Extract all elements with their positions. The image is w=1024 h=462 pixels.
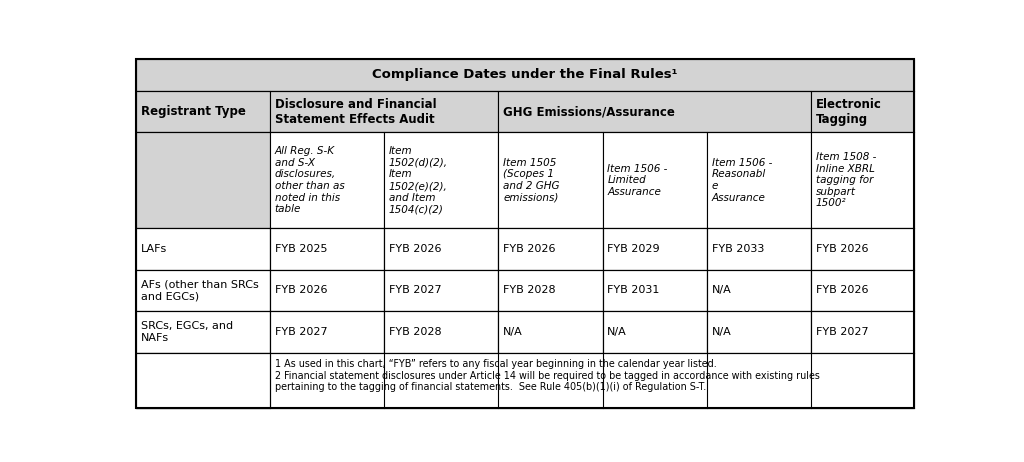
Bar — [499, 91, 811, 132]
Bar — [136, 353, 270, 407]
Bar — [499, 270, 602, 311]
Bar — [707, 132, 811, 228]
Text: FYB 2028: FYB 2028 — [503, 286, 556, 295]
Bar — [811, 270, 913, 311]
Bar — [270, 311, 384, 353]
Bar — [136, 270, 270, 311]
Text: FYB 2028: FYB 2028 — [389, 327, 441, 337]
Bar — [499, 132, 602, 228]
Bar — [270, 91, 499, 132]
Bar — [811, 91, 913, 132]
Bar — [602, 270, 707, 311]
Text: FYB 2026: FYB 2026 — [274, 286, 328, 295]
Bar — [384, 311, 499, 353]
Text: Registrant Type: Registrant Type — [140, 105, 246, 118]
Bar — [602, 311, 707, 353]
Text: FYB 2031: FYB 2031 — [607, 286, 659, 295]
Text: All Reg. S-K
and S-X
disclosures,
other than as
noted in this
table: All Reg. S-K and S-X disclosures, other … — [274, 146, 344, 214]
Text: GHG Emissions/Assurance: GHG Emissions/Assurance — [503, 105, 675, 118]
Bar — [136, 59, 913, 91]
Bar — [136, 91, 270, 132]
Text: Electronic
Tagging: Electronic Tagging — [816, 97, 882, 126]
Bar — [384, 132, 499, 228]
Text: Item 1505
(Scopes 1
and 2 GHG
emissions): Item 1505 (Scopes 1 and 2 GHG emissions) — [503, 158, 559, 203]
Text: N/A: N/A — [607, 327, 627, 337]
Bar — [707, 270, 811, 311]
Text: Item 1508 -
Inline XBRL
tagging for
subpart
1500²: Item 1508 - Inline XBRL tagging for subp… — [816, 152, 877, 208]
Text: Compliance Dates under the Final Rules¹: Compliance Dates under the Final Rules¹ — [372, 68, 678, 81]
Bar — [270, 228, 384, 270]
Bar — [499, 311, 602, 353]
Text: LAFs: LAFs — [140, 244, 167, 254]
Bar — [602, 228, 707, 270]
Text: FYB 2026: FYB 2026 — [816, 244, 868, 254]
Text: FYB 2026: FYB 2026 — [389, 244, 441, 254]
Bar — [136, 132, 270, 228]
Text: FYB 2029: FYB 2029 — [607, 244, 659, 254]
Bar — [602, 132, 707, 228]
Bar — [811, 132, 913, 228]
Bar — [384, 228, 499, 270]
Text: FYB 2025: FYB 2025 — [274, 244, 328, 254]
Text: FYB 2033: FYB 2033 — [712, 244, 764, 254]
Bar — [136, 311, 270, 353]
Text: SRCs, EGCs, and
NAFs: SRCs, EGCs, and NAFs — [140, 321, 232, 343]
Text: Disclosure and Financial
Statement Effects Audit: Disclosure and Financial Statement Effec… — [274, 97, 436, 126]
Text: FYB 2027: FYB 2027 — [274, 327, 328, 337]
Bar — [270, 132, 384, 228]
Bar — [707, 228, 811, 270]
Text: Item 1506 -
Limited
Assurance: Item 1506 - Limited Assurance — [607, 164, 668, 197]
Text: N/A: N/A — [712, 286, 731, 295]
Text: N/A: N/A — [503, 327, 523, 337]
Bar — [136, 228, 270, 270]
Text: FYB 2026: FYB 2026 — [503, 244, 556, 254]
Text: Item 1506 -
Reasonabl
e
Assurance: Item 1506 - Reasonabl e Assurance — [712, 158, 772, 203]
Text: FYB 2027: FYB 2027 — [389, 286, 441, 295]
Bar — [499, 228, 602, 270]
Text: 1 As used in this chart, “FYB” refers to any fiscal year beginning in the calend: 1 As used in this chart, “FYB” refers to… — [274, 359, 819, 393]
Bar — [270, 270, 384, 311]
Text: AFs (other than SRCs
and EGCs): AFs (other than SRCs and EGCs) — [140, 280, 258, 301]
Bar — [811, 228, 913, 270]
Bar — [136, 353, 913, 407]
Text: FYB 2026: FYB 2026 — [816, 286, 868, 295]
Bar — [707, 311, 811, 353]
Text: N/A: N/A — [712, 327, 731, 337]
Text: FYB 2027: FYB 2027 — [816, 327, 868, 337]
Bar — [384, 270, 499, 311]
Bar — [811, 311, 913, 353]
Text: Item
1502(d)(2),
Item
1502(e)(2),
and Item
1504(c)(2): Item 1502(d)(2), Item 1502(e)(2), and It… — [389, 146, 447, 214]
